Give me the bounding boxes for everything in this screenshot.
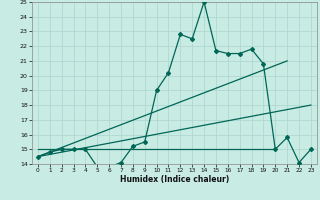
X-axis label: Humidex (Indice chaleur): Humidex (Indice chaleur) [120, 175, 229, 184]
